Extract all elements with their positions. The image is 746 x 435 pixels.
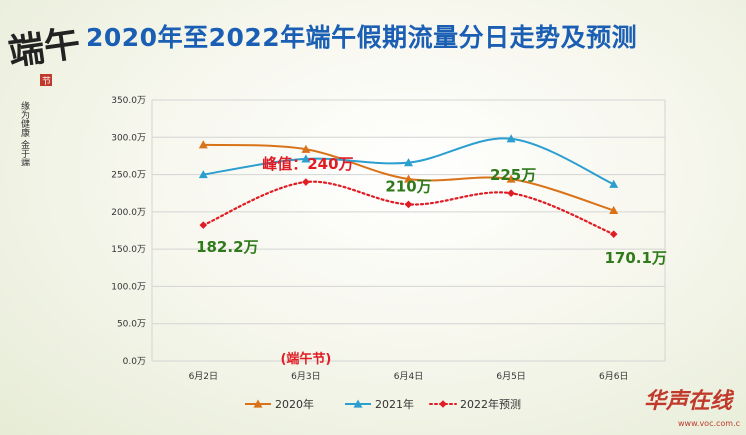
logo-url: www.voc.com.cn (678, 419, 740, 428)
data-label: 225万 (490, 166, 536, 184)
seal-stamp (40, 74, 52, 86)
x-axis-ticks: 6月2日 6月3日 6月4日 6月5日 6月6日 (189, 371, 629, 382)
chart-grid (151, 99, 666, 362)
y-tick-label: 0.0万 (123, 357, 146, 367)
data-point-diamond (302, 178, 310, 186)
calligraphy-side-text: 缘为健康 金于端午 (19, 100, 30, 166)
data-label: 210万 (385, 177, 431, 195)
chart-series (198, 134, 619, 238)
data-point-triangle (506, 174, 516, 183)
data-labels: 182.2万 峰值：240万 210万 225万 170.1万 (端午节) (196, 155, 667, 367)
data-point-triangle (253, 399, 263, 408)
logo-text: 华声在线 (644, 388, 735, 414)
page-title: 2020年至2022年端午假期流量分日走势及预测 (86, 23, 638, 52)
y-tick-label: 200.0万 (111, 208, 146, 218)
y-tick-label: 350.0万 (111, 96, 146, 106)
data-point-diamond (199, 221, 208, 229)
data-point-triangle (198, 170, 208, 179)
data-label: 峰值：240万 (262, 155, 353, 173)
y-tick-label: 300.0万 (111, 133, 146, 143)
data-label: 170.1万 (604, 249, 666, 267)
data-point-triangle (301, 154, 311, 163)
holiday-note: (端午节) (280, 351, 331, 367)
data-point-triangle (198, 140, 208, 149)
y-tick-label: 250.0万 (111, 171, 146, 181)
legend-label: 2020年 (275, 397, 314, 411)
data-point-triangle (404, 158, 413, 167)
voc-logo: 华声在线 www.voc.com.cn (644, 388, 740, 428)
data-point-triangle (404, 174, 413, 183)
data-point-triangle (301, 144, 311, 153)
seal-stamp-text: 节 (42, 76, 51, 87)
x-tick-label: 6月6日 (599, 371, 628, 382)
chart-legend: 2020年 2021年 2022年预测 (245, 397, 521, 411)
legend-label: 2022年预测 (460, 397, 521, 411)
y-tick-label: 50.0万 (117, 320, 146, 330)
data-point-triangle (353, 399, 363, 408)
x-tick-label: 6月3日 (291, 371, 320, 382)
data-point-triangle (506, 134, 516, 143)
y-tick-label: 150.0万 (111, 245, 146, 255)
legend-label: 2021年 (375, 397, 414, 411)
data-point-diamond (404, 200, 413, 209)
data-point-triangle (609, 205, 619, 214)
x-tick-label: 6月5日 (496, 371, 525, 382)
dragon-boat-calligraphy: 端午 节 缘为健康 金于端午 (6, 22, 83, 166)
data-point-diamond (507, 189, 515, 198)
data-label: 182.2万 (196, 238, 258, 256)
data-point-triangle (609, 179, 619, 188)
calligraphy-brush-text: 端午 (6, 22, 83, 74)
x-tick-label: 6月2日 (189, 371, 218, 382)
x-tick-label: 6月4日 (394, 371, 423, 382)
y-axis-ticks: 0.0万 50.0万 100.0万 150.0万 200.0万 250.0万 300.0万 3… (111, 96, 146, 367)
data-point-diamond (439, 400, 447, 408)
y-tick-label: 100.0万 (111, 282, 146, 292)
data-point-diamond (609, 230, 618, 238)
